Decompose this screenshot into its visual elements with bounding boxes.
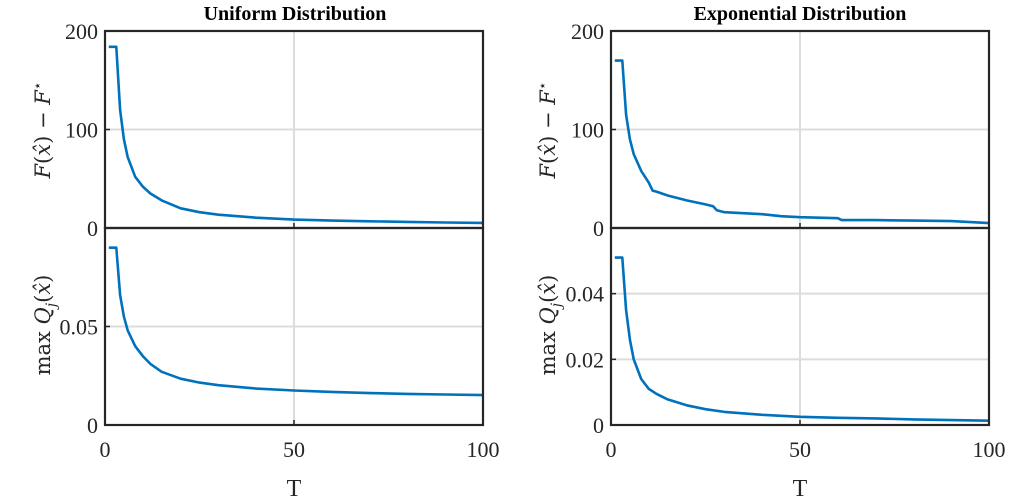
exponential-bottom-ytick-label: 0.04 xyxy=(566,282,605,307)
uniform-top-ytick-label: 100 xyxy=(65,118,98,143)
uniform-bottom-series-line xyxy=(108,246,484,397)
exponential-top-series-line xyxy=(614,59,990,225)
uniform-top-ylabel: F(x̂) − F⋆ xyxy=(30,81,55,179)
exponential-max-constraint-plot: 0 0.02 0.04 0 50 100 xyxy=(566,226,1006,462)
uniform-bottom-ytick-label: 0.05 xyxy=(60,315,99,340)
exponential-top-ylabel: F(x̂) − F⋆ xyxy=(535,81,560,179)
exponential-objective-gap-plot: 0 100 200 xyxy=(571,19,991,241)
uniform-top-series-line xyxy=(108,45,484,225)
uniform-max-constraint-plot: 0 0.05 0 50 100 xyxy=(60,226,500,462)
uniform-bottom-xtick-label: 0 xyxy=(100,437,111,462)
uniform-bottom-ylabel: max Qj(x̂) xyxy=(31,275,60,376)
uniform-bottom-xtick-label: 50 xyxy=(283,437,305,462)
exponential-bottom-ytick-label: 0 xyxy=(593,413,604,438)
uniform-xlabel: T xyxy=(287,476,302,502)
exponential-bottom-xtick-label: 50 xyxy=(789,437,811,462)
exponential-top-ytick-label: 100 xyxy=(571,118,604,143)
exponential-bottom-xtick-label: 100 xyxy=(973,437,1006,462)
uniform-bottom-xtick-label: 100 xyxy=(467,437,500,462)
left-panel-title: Uniform Distribution xyxy=(204,3,387,25)
exponential-xlabel: T xyxy=(793,476,808,502)
exponential-top-ytick-label: 0 xyxy=(593,216,604,241)
exponential-bottom-ylabel: max Qj(x̂) xyxy=(536,275,565,376)
exponential-bottom-ytick-label: 0.02 xyxy=(566,347,605,372)
exponential-top-ytick-label: 200 xyxy=(571,19,604,44)
uniform-bottom-ytick-label: 0 xyxy=(87,413,98,438)
exponential-bottom-xtick-label: 0 xyxy=(606,437,617,462)
uniform-objective-gap-plot: 0 100 200 xyxy=(65,19,485,241)
uniform-top-ytick-label: 200 xyxy=(65,19,98,44)
right-panel-title: Exponential Distribution xyxy=(694,3,907,25)
exponential-bottom-series-line xyxy=(614,256,990,422)
uniform-top-ytick-label: 0 xyxy=(87,216,98,241)
